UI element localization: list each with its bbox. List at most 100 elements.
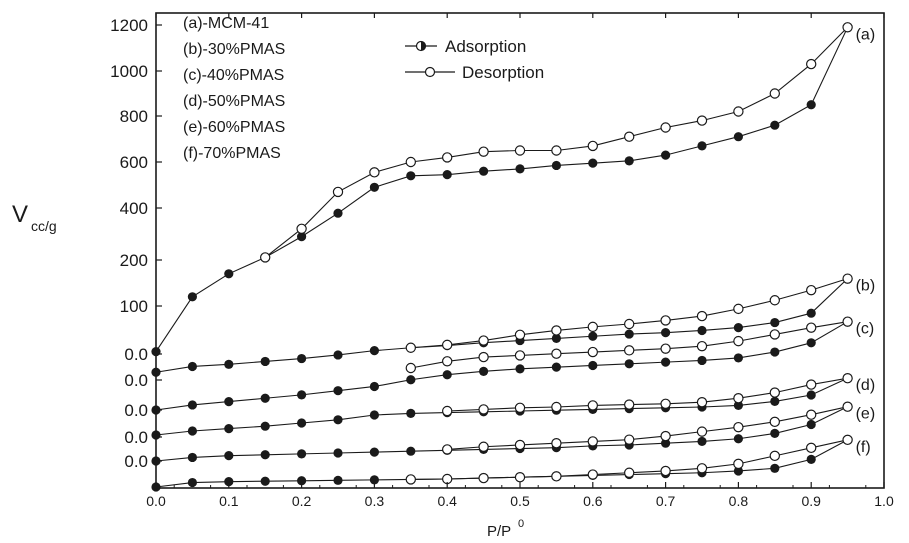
desorption-point — [479, 442, 488, 451]
desorption-point — [843, 317, 852, 326]
desorption-point — [770, 89, 779, 98]
desorption-point — [661, 431, 670, 440]
adsorption-point — [734, 353, 743, 362]
x-tick-label: 0.3 — [365, 493, 385, 509]
x-tick-label: 0.1 — [219, 493, 239, 509]
adsorption-point — [807, 100, 816, 109]
adsorption-point — [479, 367, 488, 376]
sample-legend: (a)-MCM-41 (b)-30%PMAS (c)-40%PMAS (d)-5… — [183, 15, 285, 162]
x-tick-label: 0.4 — [437, 493, 457, 509]
desorption-point — [588, 437, 597, 446]
adsorption-point — [807, 455, 816, 464]
adsorption-point — [188, 426, 197, 435]
y-tick-label: 400 — [120, 199, 148, 218]
desorption-point — [515, 351, 524, 360]
adsorption-point — [734, 132, 743, 141]
desorption-point — [406, 343, 415, 352]
desorption-point — [479, 405, 488, 414]
y-tick-label: 0.0 — [124, 371, 148, 390]
adsorption-point — [807, 338, 816, 347]
adsorption-line — [156, 440, 848, 487]
desorption-point — [770, 388, 779, 397]
desorption-line — [447, 407, 847, 450]
desorption-point — [552, 402, 561, 411]
sample-legend-d: (d)-50%PMAS — [183, 93, 285, 110]
desorption-point — [734, 394, 743, 403]
curve-label: (b) — [856, 278, 876, 295]
adsorption-point — [697, 326, 706, 335]
desorption-point — [479, 474, 488, 483]
adsorption-point — [370, 382, 379, 391]
desorption-point — [625, 132, 634, 141]
desorption-point — [843, 374, 852, 383]
adsorption-point — [807, 420, 816, 429]
desorption-point — [443, 153, 452, 162]
adsorption-point — [625, 156, 634, 165]
adsorption-point — [770, 121, 779, 130]
legend-desorption-label: Desorption — [462, 63, 544, 82]
adsorption-point — [261, 477, 270, 486]
adsorption-point — [515, 364, 524, 373]
adsorption-point — [297, 390, 306, 399]
desorption-point — [625, 435, 634, 444]
adsorption-point — [697, 437, 706, 446]
desorption-point — [734, 459, 743, 468]
adsorption-point — [443, 370, 452, 379]
desorption-point — [443, 340, 452, 349]
x-tick-label: 0.0 — [146, 493, 166, 509]
curve-label: (e) — [856, 406, 876, 423]
adsorption-point — [188, 400, 197, 409]
x-tick-label: 0.5 — [510, 493, 530, 509]
sample-legend-a: (a)-MCM-41 — [183, 15, 269, 32]
desorption-point — [297, 224, 306, 233]
adsorption-point — [188, 292, 197, 301]
legend-adsorption-label: Adsorption — [445, 37, 526, 56]
desorption-point — [370, 168, 379, 177]
adsorption-point — [807, 390, 816, 399]
desorption-point — [734, 304, 743, 313]
adsorption-point — [697, 356, 706, 365]
desorption-point — [625, 319, 634, 328]
desorption-point — [697, 464, 706, 473]
sample-legend-e: (e)-60%PMAS — [183, 119, 285, 136]
adsorption-point — [224, 269, 233, 278]
desorption-point — [552, 472, 561, 481]
adsorption-point — [297, 354, 306, 363]
y-tick-label: 0.0 — [124, 401, 148, 420]
adsorption-point — [406, 375, 415, 384]
desorption-point — [443, 357, 452, 366]
desorption-point — [843, 23, 852, 32]
desorption-point — [406, 475, 415, 484]
desorption-line — [447, 378, 847, 411]
adsorption-point — [188, 478, 197, 487]
adsorption-point — [770, 397, 779, 406]
desorption-point — [552, 349, 561, 358]
desorption-point — [406, 157, 415, 166]
desorption-point — [625, 400, 634, 409]
adsorption-point — [406, 409, 415, 418]
adsorption-point — [333, 386, 342, 395]
adsorption-point — [224, 397, 233, 406]
desorption-point — [552, 326, 561, 335]
adsorption-point — [552, 363, 561, 372]
desorption-point — [661, 466, 670, 475]
desorption-point — [843, 274, 852, 283]
adsorption-point — [333, 448, 342, 457]
adsorption-point — [224, 451, 233, 460]
y-axis-label: V — [12, 201, 28, 228]
desorption-point — [261, 253, 270, 262]
adsorption-point — [661, 151, 670, 160]
adsorption-point — [370, 410, 379, 419]
curve-label: (f) — [856, 439, 871, 456]
desorption-point — [843, 402, 852, 411]
adsorption-point — [807, 309, 816, 318]
desorption-point — [661, 316, 670, 325]
adsorption-point — [333, 209, 342, 218]
y-tick-label: 1000 — [110, 62, 148, 81]
desorption-point — [770, 417, 779, 426]
desorption-point — [333, 187, 342, 196]
desorption-point — [661, 344, 670, 353]
adsorption-point — [333, 415, 342, 424]
adsorption-point — [297, 418, 306, 427]
adsorption-point — [297, 449, 306, 458]
